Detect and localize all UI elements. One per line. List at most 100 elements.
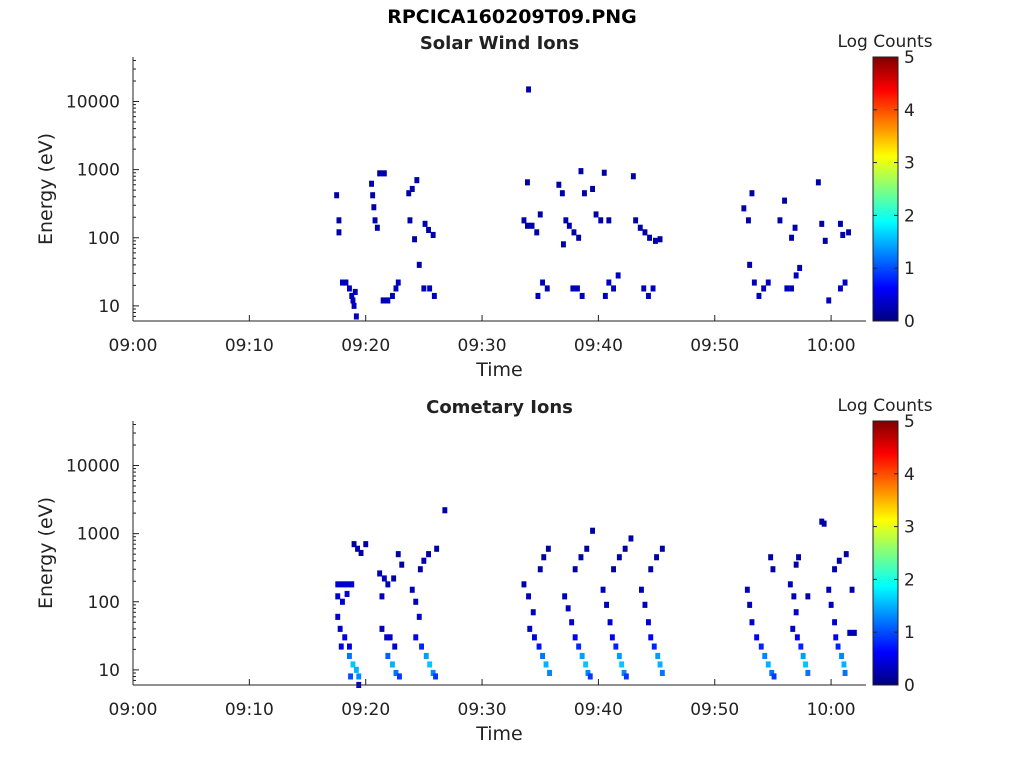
panel1-heat-cell [347,285,352,292]
panel2-heat-cell [349,581,355,588]
panel2-heat-cell [342,634,348,641]
panel1-heat-cell [633,217,639,224]
panel1-heat-cell [407,217,413,224]
panel1-heat-cell [353,313,359,320]
panel2-heat-cell [569,619,575,626]
panel1-heat-cell [741,205,747,212]
panel1-heat-cell [430,231,436,238]
panel1-x-tick-label: 09:20 [341,336,390,356]
panel2-heat-cell [562,593,568,600]
panel2-y-tick-label: 100 [88,593,120,613]
panel2-heat-cell [353,666,359,673]
panel1-heat-cell [377,170,383,177]
panel2-heat-cell [805,669,811,676]
panel2-heat-cell [628,535,634,542]
panel2-heat-cell [616,652,622,659]
panel2-heat-cell [392,643,398,650]
panel2-x-tick-label: 09:30 [458,700,507,720]
panel2-heat-cell [419,643,424,650]
panel2-heat-cell [385,581,391,588]
panel1-heat-cell [751,279,757,286]
panel1-heat-cell [395,279,401,286]
panel1-colorbar [872,56,899,322]
panel2-colorbar-tick-label: 4 [904,465,915,485]
panel1-heat-cell [385,297,391,304]
panel2-heat-cell [800,652,806,659]
panel1-heat-cell [561,241,566,248]
panel2-heat-cell [754,634,760,641]
panel1-x-tick-label: 10:00 [807,336,856,356]
panel2-heat-cell [340,598,345,605]
panel2-heat-cell [832,566,837,573]
panel1-heat-cell [414,177,420,184]
panel1-heat-cell [521,217,527,224]
panel1-heat-cell [374,224,380,231]
panel2-heat-cell [413,598,419,605]
panel1-heat-cell [427,285,433,292]
panel1-heat-cell [369,180,374,187]
panel1-heat-cell [340,279,345,286]
panel1-heat-cell [426,226,431,233]
panel2-heat-cell [798,643,804,650]
panel2-heat-cell [839,652,844,659]
panel1-colorbar-tick-label: 0 [904,312,915,332]
panel1-heat-cell [529,222,535,229]
panel1-heat-cell [334,192,340,199]
panel2-heat-cell [335,613,341,620]
panel2-heat-cell [794,634,800,641]
panel2-heat-cell [572,566,578,573]
panel2-heat-cell [791,593,797,600]
panel2-heat-cell [543,661,549,668]
panel2-heat-cell [590,527,595,534]
panel2-heat-cell [347,643,352,650]
panel2-heat-cell [434,545,440,552]
panel2-heat-cell [841,661,847,668]
panel2-heat-cell [765,661,771,668]
panel2-heat-cell [793,609,799,616]
panel2-heat-cell [758,643,764,650]
panel2-heat-cell [409,586,415,593]
panel2-heat-cell [433,673,438,680]
panel2-x-tick-label: 09:50 [690,700,739,720]
panel2-heat-cell [547,669,552,676]
panel2-heat-cell [604,601,609,608]
panel1-x-tick-label: 09:00 [109,336,158,356]
panel1-heat-cell [761,285,767,292]
panel1-heat-cell [372,217,378,224]
panel1-heat-cell [336,229,342,236]
panel2-colorbar-tick-label: 1 [904,623,915,643]
panel1-heat-cell [793,272,799,279]
panel1-heat-cell [406,190,412,197]
panel1-heat-cell [838,220,843,227]
panel1-heat-cell [789,285,794,292]
panel2-heat-cell [541,554,547,561]
panel1-x-tick-label: 09:10 [225,336,274,356]
panel2-heat-cell [417,566,423,573]
panel2-heat-cell [796,554,801,561]
panel1-heat-cell [630,173,636,180]
panel2-heat-cell [579,652,585,659]
panel2-colorbar-tick-label: 0 [904,676,915,696]
panel2-heat-cell [348,673,353,680]
panel2-heat-cell [521,581,527,588]
panel2-heat-cell [803,661,808,668]
panel2-heat-cell [397,673,402,680]
panel1-heat-cell [756,292,762,299]
panel1-colorbar-tick-label: 1 [904,259,915,279]
panel2-heat-cell [749,619,755,626]
panel2-heat-cell [337,625,343,632]
figure-title: RPCICA160209T09.PNG [387,6,637,28]
panel1-heat-cell [416,261,422,268]
panel2-heat-cell [648,634,654,641]
panel2-heat-cell [421,557,427,564]
panel1-heat-cell [815,179,821,186]
panel1-heat-cell [343,279,349,286]
panel2-x-tick-label: 09:00 [109,700,158,720]
panel2-heat-cell [442,507,448,514]
panel2-heat-cell [379,625,385,632]
panel1-heat-cell [838,285,843,292]
panel2-y-axis-label: Energy (eV) [35,497,57,609]
panel2-heat-cell [826,586,832,593]
panel2-heat-cell [639,586,644,593]
